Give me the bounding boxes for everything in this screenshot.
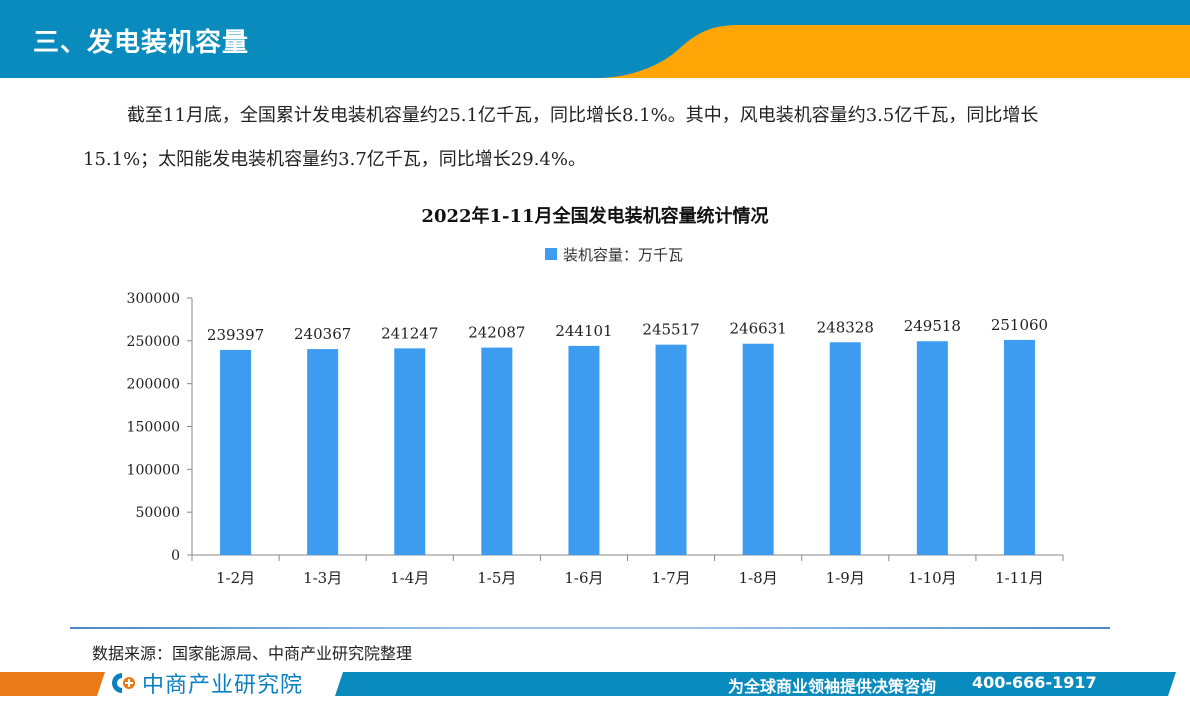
x-tick-label: 1-6月: [564, 569, 603, 587]
x-tick-label: 1-7月: [651, 569, 690, 587]
footer-blue-stripe: [335, 672, 1176, 696]
header-banner: 三、发电装机容量: [0, 0, 1190, 78]
y-tick-label: 100000: [127, 462, 180, 478]
bar-value-label: 249518: [904, 317, 961, 335]
data-source: 数据来源：国家能源局、中商产业研究院整理: [92, 644, 413, 663]
bar: [220, 349, 252, 555]
bar-value-label: 240367: [294, 325, 351, 343]
bar: [655, 344, 687, 555]
brand-name: 中商产业研究院: [142, 673, 304, 698]
y-tick-label: 0: [171, 548, 180, 564]
bar: [742, 343, 774, 555]
x-tick-label: 1-8月: [739, 569, 778, 587]
chart-title: 2022年1-11月全国发电装机容量统计情况: [421, 206, 769, 227]
brand-logo: 中商产业研究院: [110, 668, 303, 698]
bar: [1003, 339, 1035, 555]
bar-value-label: 246631: [730, 320, 787, 338]
legend-swatch-icon: [545, 248, 557, 260]
slogan: 为全球商业领袖提供决策咨询: [728, 677, 937, 696]
y-tick-label: 50000: [135, 505, 180, 521]
bar-value-label: 241247: [381, 324, 438, 342]
bar: [481, 347, 513, 555]
bar: [916, 341, 948, 555]
bar: [307, 349, 339, 555]
bar-value-label: 245517: [642, 321, 699, 339]
y-tick-label: 150000: [127, 420, 180, 436]
bottom-banner: [0, 672, 1190, 696]
page-title: 三、发电装机容量: [33, 28, 250, 58]
y-tick-label: 300000: [127, 291, 180, 307]
bar: [568, 345, 600, 555]
chart-legend: 装机容量：万千瓦: [545, 244, 683, 264]
x-tick-label: 1-9月: [826, 569, 865, 587]
x-tick-label: 1-10月: [908, 569, 957, 587]
phone-number: 400-666-1917: [972, 673, 1097, 692]
x-tick-label: 1-3月: [303, 569, 342, 587]
brand-mark-icon: [112, 673, 135, 693]
footer-orange-stripe: [0, 672, 105, 696]
y-tick-label: 200000: [127, 377, 180, 393]
legend-label: 装机容量：万千瓦: [563, 245, 684, 264]
y-tick-label: 250000: [127, 334, 180, 350]
x-tick-label: 1-4月: [390, 569, 429, 587]
bar-value-label: 251060: [991, 316, 1048, 334]
bar: [829, 342, 861, 555]
bar-value-label: 244101: [555, 322, 612, 340]
x-tick-label: 1-11月: [995, 569, 1044, 587]
header-orange-wave: [600, 25, 1190, 78]
bar-value-label: 239397: [207, 326, 264, 344]
bar: [394, 348, 426, 555]
bar-value-label: 248328: [817, 318, 874, 336]
bar-value-label: 242087: [468, 324, 525, 342]
intro-paragraph: 截至11月底，全国累计发电装机容量约25.1亿千瓦，同比增长8.1%。其中，风电…: [83, 105, 1039, 170]
x-tick-label: 1-5月: [477, 569, 516, 587]
x-tick-label: 1-2月: [216, 569, 255, 587]
footer-divider: [70, 627, 1110, 629]
